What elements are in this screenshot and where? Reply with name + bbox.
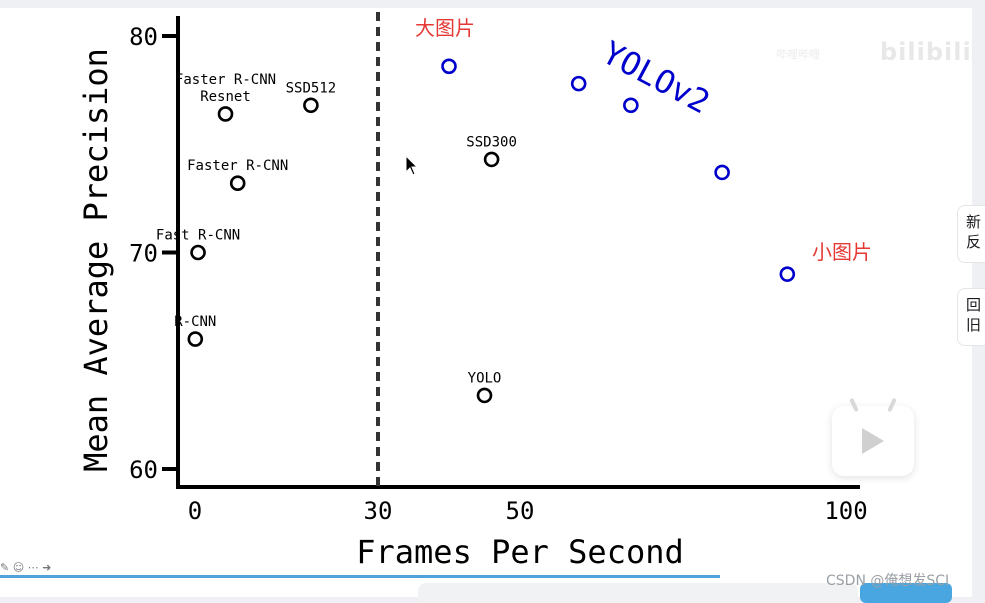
points-layer: R-CNN Fast R-CNN Faster R-CNN Faster R-CNN R… [156, 58, 796, 404]
x-tick-label: 0 [188, 497, 202, 525]
x-tick-label: 50 [506, 497, 535, 525]
point-label: SSD300 [466, 134, 517, 150]
yolov2-point [779, 266, 796, 282]
video-frame: 60 70 80 0 30 50 100 R-CNN Fast R-CNN Faster R-… [0, 8, 972, 597]
point-label: SSD512 [286, 80, 337, 96]
point-label: R-CNN [174, 314, 216, 330]
detector-point [187, 331, 204, 347]
point-label: Faster R-CNN Resnet [175, 72, 276, 105]
side-button-back[interactable]: 回旧 [957, 288, 985, 346]
yolov2-point [714, 164, 730, 181]
point-label: Faster R-CNN [187, 158, 288, 174]
point-label: YOLO [468, 370, 502, 386]
yolov2-point [623, 97, 639, 114]
mouse-cursor-icon [405, 154, 419, 181]
annotation-large-image: 大图片 [415, 16, 475, 40]
side-back-label: 回旧 [966, 296, 982, 334]
point-label: Fast R-CNN [156, 228, 240, 244]
y-tick-group: 60 70 80 [129, 23, 178, 484]
side-new-label: 新反 [966, 213, 982, 251]
scatter-chart: 60 70 80 0 30 50 100 R-CNN Fast R-CNN Faster R-… [77, 12, 872, 571]
x-tick-group: 0 30 50 100 [188, 497, 868, 525]
bilibili-logo: bilibili [880, 38, 972, 66]
detector-point [229, 175, 246, 192]
y-axis-label: Mean Average Precision [77, 48, 115, 472]
y-tick-label: 70 [129, 240, 158, 268]
y-tick-label: 80 [129, 23, 158, 51]
x-axis-label: Frames Per Second [356, 533, 684, 571]
annotation-yolov2: YOLOv2 [596, 34, 716, 122]
x-tick-label: 30 [364, 497, 393, 525]
csdn-credit: CSDN @俺想发SCI [826, 573, 950, 589]
detector-point [483, 151, 500, 168]
toolbar-icons[interactable]: ✎ ☺ ⋯ ➜ [0, 561, 52, 574]
yolov2-point [570, 75, 587, 92]
detector-point [476, 387, 493, 404]
annotation-small-image: 小图片 [812, 240, 872, 264]
yolov2-point [441, 58, 457, 75]
y-tick-label: 60 [129, 456, 158, 484]
detector-point [217, 106, 234, 122]
detector-point [303, 97, 319, 114]
comment-input[interactable] [418, 583, 858, 603]
progress-bar[interactable] [0, 575, 720, 578]
detector-point [190, 244, 206, 261]
side-button-new[interactable]: 新反 [957, 205, 985, 263]
play-icon [862, 428, 884, 454]
brand-caption: 哔哩哔哩 [776, 48, 820, 61]
play-button[interactable] [832, 397, 914, 476]
x-tick-label: 100 [824, 497, 867, 525]
